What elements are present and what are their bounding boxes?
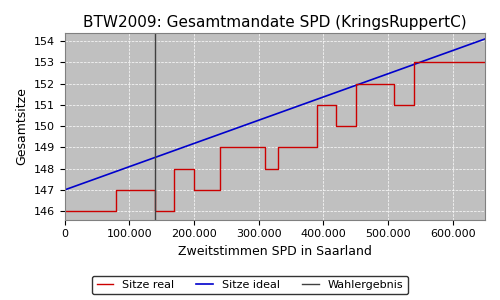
Sitze real [114, 209, 119, 213]
Sitze real [411, 61, 417, 64]
Sitze real [152, 188, 158, 192]
Sitze real [191, 188, 197, 192]
Sitze real [262, 167, 268, 170]
Sitze real [314, 103, 320, 107]
Sitze real [217, 146, 223, 149]
Sitze real [352, 124, 358, 128]
Sitze real [482, 61, 488, 64]
Sitze real [314, 146, 320, 149]
Legend: Sitze real, Sitze ideal, Wahlergebnis: Sitze real, Sitze ideal, Wahlergebnis [92, 276, 408, 294]
Sitze real [191, 167, 197, 170]
Sitze real [392, 82, 398, 85]
Sitze real [262, 146, 268, 149]
Y-axis label: Gesamtsitze: Gesamtsitze [15, 87, 28, 165]
Sitze real [217, 188, 223, 192]
Sitze real [172, 209, 177, 213]
Sitze real [352, 82, 358, 85]
X-axis label: Zweitstimmen SPD in Saarland: Zweitstimmen SPD in Saarland [178, 245, 372, 258]
Sitze real [275, 167, 281, 170]
Sitze real [172, 167, 177, 170]
Sitze real [62, 209, 68, 213]
Sitze real [275, 146, 281, 149]
Title: BTW2009: Gesamtmandate SPD (KringsRuppertC): BTW2009: Gesamtmandate SPD (KringsRupper… [83, 15, 466, 30]
Sitze real [152, 209, 158, 213]
Sitze real [114, 188, 119, 192]
Sitze real [411, 103, 417, 107]
Line: Sitze real: Sitze real [64, 62, 485, 211]
Sitze real [333, 103, 339, 107]
Sitze real [333, 124, 339, 128]
Sitze real [392, 103, 398, 107]
